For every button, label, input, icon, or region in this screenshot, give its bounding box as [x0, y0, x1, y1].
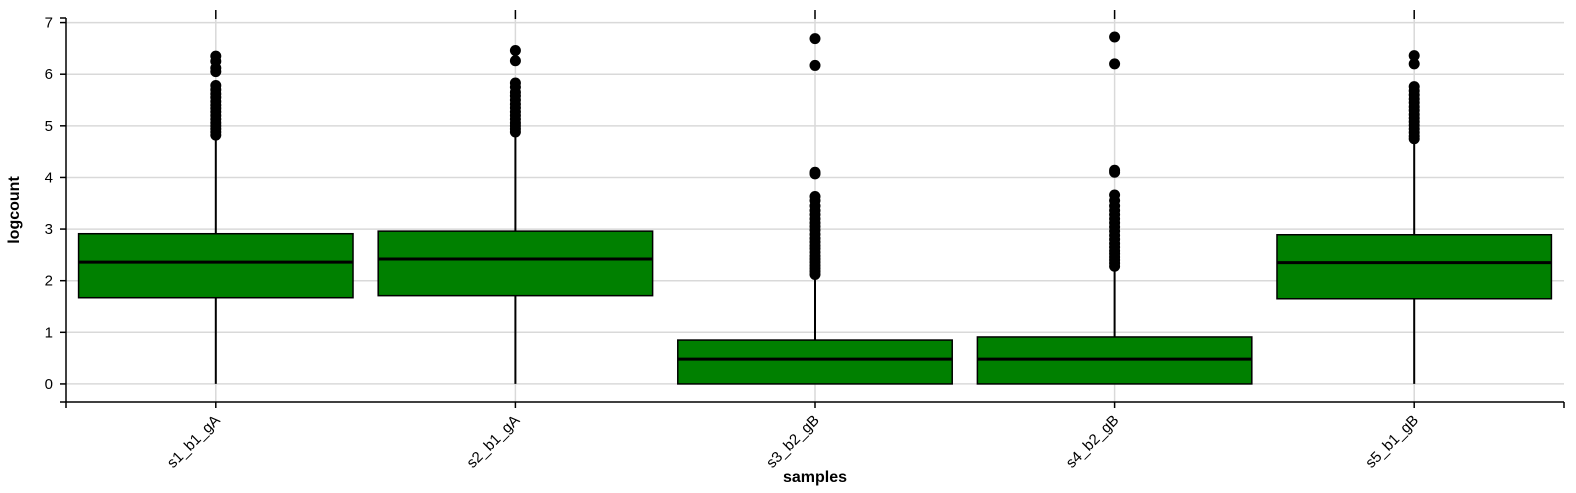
y-tick-label: 2 [45, 273, 53, 290]
outlier-point [1408, 58, 1420, 70]
x-tick-label: s5_b1_gB [1362, 412, 1422, 472]
outlier-point [1408, 50, 1420, 62]
box-iqr [377, 230, 654, 297]
y-tick-label: 0 [45, 376, 53, 393]
outlier-point [809, 166, 821, 178]
x-axis-title: samples [783, 469, 847, 486]
outlier-point [1109, 31, 1121, 43]
outlier-point [809, 33, 821, 45]
box-iqr [1276, 233, 1553, 300]
x-tick-label: s1_b1_gA [164, 412, 224, 472]
outlier-point [509, 44, 521, 56]
y-tick-label: 6 [45, 66, 53, 83]
x-tick-label: s4_b2_gB [1063, 412, 1123, 472]
outlier-point [210, 50, 222, 62]
y-tick-label: 1 [45, 324, 53, 341]
boxes-layer [77, 31, 1553, 385]
box-s4_b2_gB [976, 31, 1253, 385]
x-tick-label: s3_b2_gB [763, 412, 823, 472]
outlier-point [509, 77, 521, 89]
box-s1_b1_gA [77, 50, 354, 384]
outlier-point [1109, 189, 1121, 201]
outlier-point [1109, 164, 1121, 176]
box-s3_b2_gB [677, 33, 953, 385]
box-iqr [77, 232, 354, 299]
y-axis-title: logcount [6, 176, 23, 244]
y-tick-label: 3 [45, 221, 53, 238]
outlier-point [210, 80, 222, 92]
x-tick-label: s2_b1_gA [463, 412, 523, 472]
outlier-point [1109, 58, 1121, 70]
box-iqr [677, 339, 953, 385]
outlier-point [509, 55, 521, 67]
y-tick-label: 5 [45, 118, 53, 135]
outlier-point [809, 191, 821, 203]
y-tick-label: 7 [45, 15, 53, 32]
y-tick-label: 4 [45, 169, 53, 186]
box-s5_b1_gB [1276, 50, 1553, 384]
outlier-point [1408, 81, 1420, 93]
outlier-point [809, 59, 821, 71]
box-s2_b1_gA [377, 44, 654, 384]
